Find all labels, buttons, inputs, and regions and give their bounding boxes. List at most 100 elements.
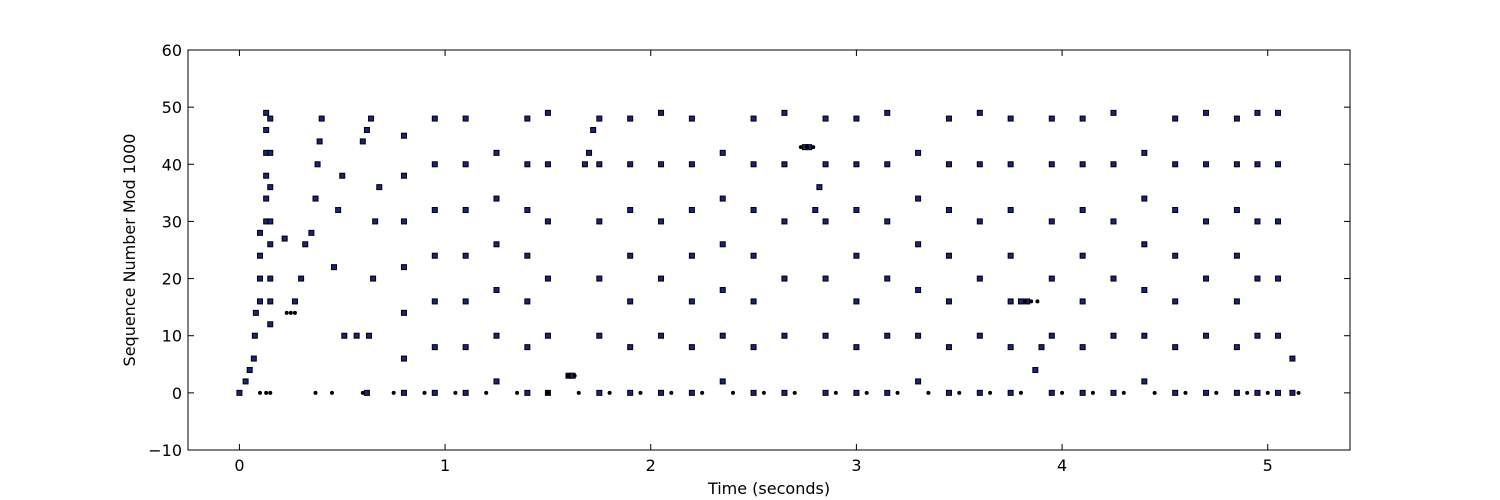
packet-point (1079, 161, 1086, 168)
packet-point (976, 109, 983, 116)
packet-point (267, 298, 274, 305)
packet-point (750, 252, 757, 259)
ack-point (391, 390, 396, 395)
packet-point (853, 298, 860, 305)
packet-point (1289, 389, 1296, 396)
packet-point (252, 309, 259, 316)
packet-point (945, 161, 952, 168)
packet-point (658, 389, 665, 396)
packet-point (816, 184, 823, 191)
packet-point (1048, 115, 1055, 122)
packet-point (853, 344, 860, 351)
packet-point (976, 218, 983, 225)
packet-point (581, 161, 588, 168)
y-tick-label: 20 (162, 270, 182, 289)
packet-point (1007, 298, 1014, 305)
packet-point (250, 355, 257, 362)
packet-point (719, 241, 726, 248)
packet-point (884, 218, 891, 225)
packet-point (431, 389, 438, 396)
packet-point (1275, 218, 1282, 225)
packet-point (312, 195, 319, 202)
packet-point (658, 161, 665, 168)
ack-point (1018, 390, 1023, 395)
packet-point (688, 115, 695, 122)
packet-point (1203, 218, 1210, 225)
packet-point (370, 275, 377, 282)
packet-point (236, 389, 243, 396)
packet-point (1203, 332, 1210, 339)
packet-point (1275, 275, 1282, 282)
plot-background (188, 50, 1350, 450)
packet-point (1079, 252, 1086, 259)
packet-point (750, 344, 757, 351)
y-tick-label: 30 (162, 212, 182, 231)
ack-point (700, 390, 705, 395)
packet-point (1048, 332, 1055, 339)
packet-point (781, 161, 788, 168)
ack-point (453, 390, 458, 395)
packet-point (1172, 252, 1179, 259)
packet-point (822, 332, 829, 339)
packet-point (363, 127, 370, 133)
ack-point (833, 390, 838, 395)
packet-point (719, 195, 726, 202)
packet-point (1007, 115, 1014, 122)
packet-point (493, 332, 500, 339)
packet-point (1048, 389, 1055, 396)
packet-point (596, 332, 603, 339)
packet-point (316, 138, 323, 145)
packet-point (1275, 332, 1282, 339)
packet-point (1110, 109, 1117, 116)
packet-point (493, 378, 500, 385)
packet-point (1079, 298, 1086, 305)
packet-point (627, 298, 634, 305)
packet-point (1172, 344, 1179, 351)
ack-point (1152, 390, 1157, 395)
packet-point (1254, 389, 1261, 396)
packet-point (853, 115, 860, 122)
ack-point (576, 390, 581, 395)
packet-point (376, 184, 383, 191)
plot-frame (187, 49, 1351, 451)
packet-point (400, 389, 407, 396)
packet-point (524, 161, 531, 168)
packet-point (596, 218, 603, 225)
packet-point (1233, 207, 1240, 213)
packet-point (1007, 389, 1014, 396)
packet-point (658, 332, 665, 339)
packet-point (246, 367, 253, 373)
x-tick-label: 0 (234, 456, 244, 475)
packet-point (1141, 149, 1148, 156)
packet-point (853, 161, 860, 168)
x-tick-label: 4 (1057, 456, 1067, 475)
packet-point (596, 115, 603, 122)
packet-point (627, 389, 634, 396)
packet-point (308, 229, 315, 236)
packet-point (822, 115, 829, 122)
packet-point (822, 275, 829, 282)
packet-point (372, 218, 379, 225)
packet-point (267, 321, 274, 328)
packet-point (1048, 161, 1055, 168)
packet-point (822, 218, 829, 225)
packet-point (302, 241, 309, 248)
ack-point (669, 390, 674, 395)
packet-point (267, 149, 274, 156)
packet-point (267, 184, 274, 191)
packet-point (627, 115, 634, 122)
packet-point (812, 207, 819, 213)
packet-point (400, 264, 407, 271)
y-tick-label: 60 (162, 41, 182, 60)
x-tick-label: 5 (1263, 456, 1273, 475)
packet-point (1007, 252, 1014, 259)
packet-point (915, 241, 922, 248)
packet-point (1017, 298, 1024, 305)
packet-point (493, 195, 500, 202)
y-tick-label: 10 (162, 327, 182, 346)
packet-point (688, 344, 695, 351)
packet-point (1275, 109, 1282, 116)
packet-point (1289, 355, 1296, 362)
packet-point (822, 161, 829, 168)
packet-point (822, 389, 829, 396)
